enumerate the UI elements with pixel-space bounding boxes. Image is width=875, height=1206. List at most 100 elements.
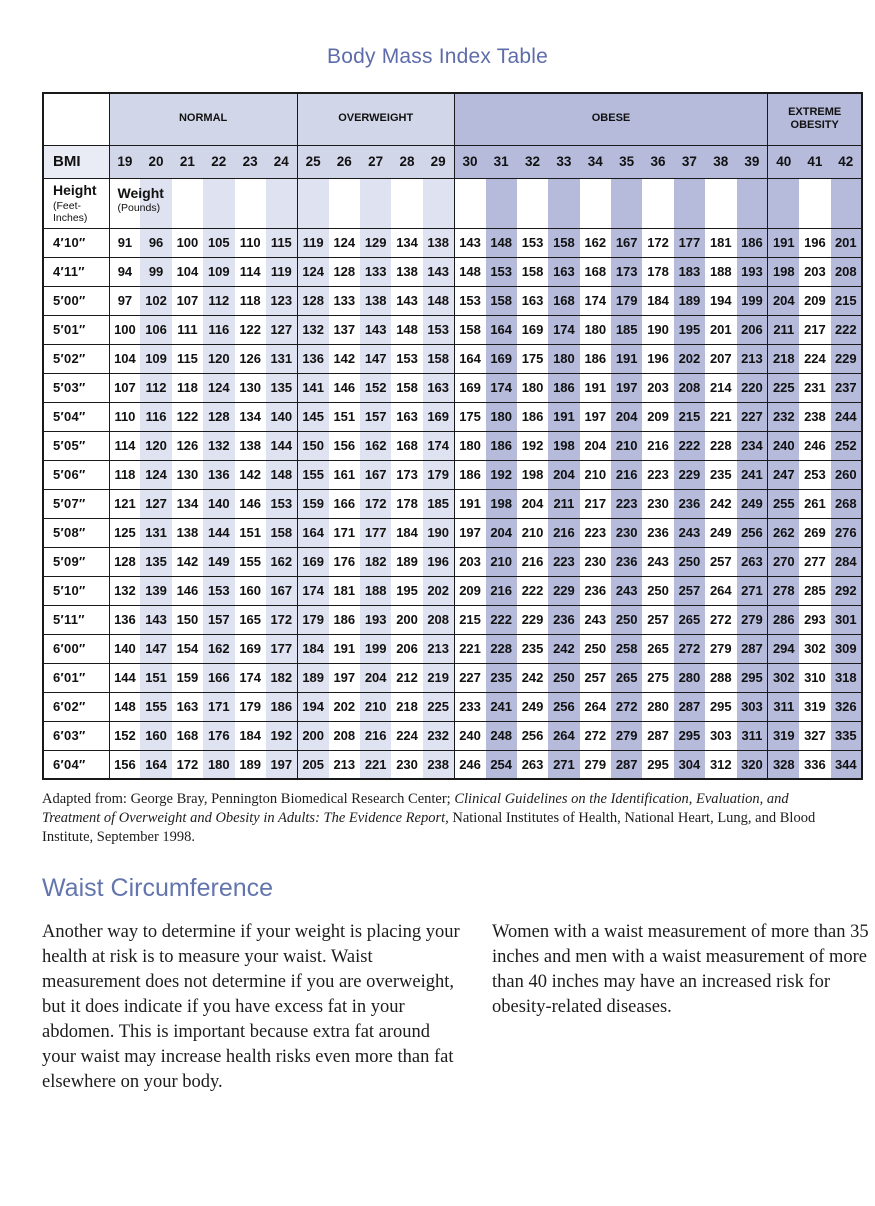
weight-cell: 311 <box>736 721 768 751</box>
weight-cell: 191 <box>579 373 611 403</box>
category-header-extreme-obesity: EXTREME OBESITY <box>767 93 862 146</box>
weight-cell: 344 <box>830 750 862 780</box>
weight-cell: 158 <box>391 373 423 403</box>
height-cell: 4′11″ <box>43 257 110 287</box>
weight-cell: 136 <box>203 460 235 490</box>
table-row: 5′07″ 121 127 134 140 146 153 159 166 172 178 185 19… <box>43 489 862 519</box>
weight-cell: 216 <box>485 576 517 606</box>
weight-cell: 275 <box>642 663 674 693</box>
weight-cell: 184 <box>391 518 423 548</box>
weight-cell: 155 <box>296 460 329 490</box>
weight-cell: 244 <box>830 402 862 432</box>
weight-cell: 99 <box>140 257 172 287</box>
weight-cell: 172 <box>360 489 392 519</box>
weight-cell: 204 <box>767 286 800 316</box>
weight-cell: 181 <box>328 576 360 606</box>
weight-cell: 163 <box>548 257 580 287</box>
weight-cell: 125 <box>109 518 141 548</box>
weight-cell: 146 <box>171 576 204 606</box>
weight-cell: 127 <box>265 315 298 345</box>
weight-cell: 204 <box>548 460 580 490</box>
subheader-stripe-cell <box>234 178 266 229</box>
weight-cell: 309 <box>830 634 862 664</box>
weight-cell: 287 <box>642 721 674 751</box>
weight-cell: 271 <box>548 750 580 780</box>
weight-cell: 216 <box>548 518 580 548</box>
weight-cell: 186 <box>579 344 611 374</box>
weight-cell: 230 <box>642 489 674 519</box>
bmi-table-body: 4′10″ 91 96 100 105 110 115 119 124 129 134 138 143 1… <box>43 228 862 780</box>
weight-cell: 112 <box>140 373 172 403</box>
weight-cell: 287 <box>611 750 643 780</box>
weight-cell: 148 <box>391 315 423 345</box>
source-note-italic: Clinical Guidelines on the Identificatio… <box>42 791 789 826</box>
weight-cell: 336 <box>799 750 831 780</box>
weight-cell: 256 <box>516 721 549 751</box>
weight-cell: 100 <box>109 315 141 345</box>
weight-cell: 163 <box>516 286 549 316</box>
weight-cell: 179 <box>234 692 266 722</box>
weight-cell: 139 <box>140 576 172 606</box>
weight-cell: 235 <box>485 663 517 693</box>
weight-cell: 254 <box>485 750 517 780</box>
weight-cell: 107 <box>171 286 204 316</box>
weight-cell: 328 <box>767 750 800 780</box>
table-row: 4′11″ 94 99 104 109 114 119 124 128 133 138 143 148 1… <box>43 257 862 287</box>
weight-cell: 197 <box>611 373 643 403</box>
weight-cell: 126 <box>234 344 266 374</box>
weight-cell: 242 <box>705 489 737 519</box>
weight-cell: 202 <box>422 576 455 606</box>
weight-cell: 229 <box>516 605 549 635</box>
weight-cell: 179 <box>422 460 455 490</box>
weight-cell: 203 <box>642 373 674 403</box>
weight-cell: 186 <box>548 373 580 403</box>
weight-cell: 208 <box>422 605 455 635</box>
weight-cell: 186 <box>485 431 517 461</box>
weight-cell: 222 <box>485 605 517 635</box>
weight-cell: 277 <box>799 547 831 577</box>
weight-cell: 130 <box>234 373 266 403</box>
height-unit-label: (Feet-Inches) <box>53 200 88 224</box>
weight-cell: 138 <box>234 431 266 461</box>
subheader-stripe-cell <box>516 178 549 229</box>
weight-cell: 164 <box>296 518 329 548</box>
weight-cell: 185 <box>422 489 455 519</box>
weight-cell: 169 <box>296 547 329 577</box>
weight-cell: 96 <box>140 228 172 258</box>
weight-cell: 210 <box>360 692 392 722</box>
table-row: 6′01″ 144 151 159 166 174 182 189 197 204 212 219 22… <box>43 663 862 693</box>
weight-cell: 211 <box>767 315 800 345</box>
bmi-value-cell: 38 <box>705 145 737 179</box>
weight-cell: 213 <box>328 750 360 780</box>
weight-cell: 204 <box>579 431 611 461</box>
weight-cell: 109 <box>203 257 235 287</box>
weight-cell: 126 <box>171 431 204 461</box>
weight-cell: 186 <box>516 402 549 432</box>
weight-cell: 178 <box>391 489 423 519</box>
weight-cell: 229 <box>830 344 862 374</box>
weight-cell: 236 <box>673 489 706 519</box>
weight-cell: 214 <box>705 373 737 403</box>
weight-cell: 140 <box>109 634 141 664</box>
height-cell: 4′10″ <box>43 228 110 258</box>
table-row: 6′02″ 148 155 163 171 179 186 194 202 210 218 225 23… <box>43 692 862 722</box>
weight-cell: 162 <box>265 547 298 577</box>
weight-cell: 288 <box>705 663 737 693</box>
weight-cell: 248 <box>485 721 517 751</box>
weight-cell: 134 <box>391 228 423 258</box>
subheader-stripe-cell <box>736 178 768 229</box>
category-header-overweight: OVERWEIGHT <box>296 93 455 146</box>
weight-cell: 178 <box>642 257 674 287</box>
weight-cell: 189 <box>673 286 706 316</box>
weight-cell: 192 <box>485 460 517 490</box>
weight-cell: 160 <box>234 576 266 606</box>
weight-cell: 318 <box>830 663 862 693</box>
weight-cell: 134 <box>171 489 204 519</box>
weight-cell: 106 <box>140 315 172 345</box>
weight-cell: 182 <box>265 663 298 693</box>
weight-cell: 116 <box>140 402 172 432</box>
height-cell: 5′09″ <box>43 547 110 577</box>
height-cell: 5′07″ <box>43 489 110 519</box>
waist-paragraph-right: Women with a waist measurement of more t… <box>492 922 869 1017</box>
weight-cell: 168 <box>548 286 580 316</box>
